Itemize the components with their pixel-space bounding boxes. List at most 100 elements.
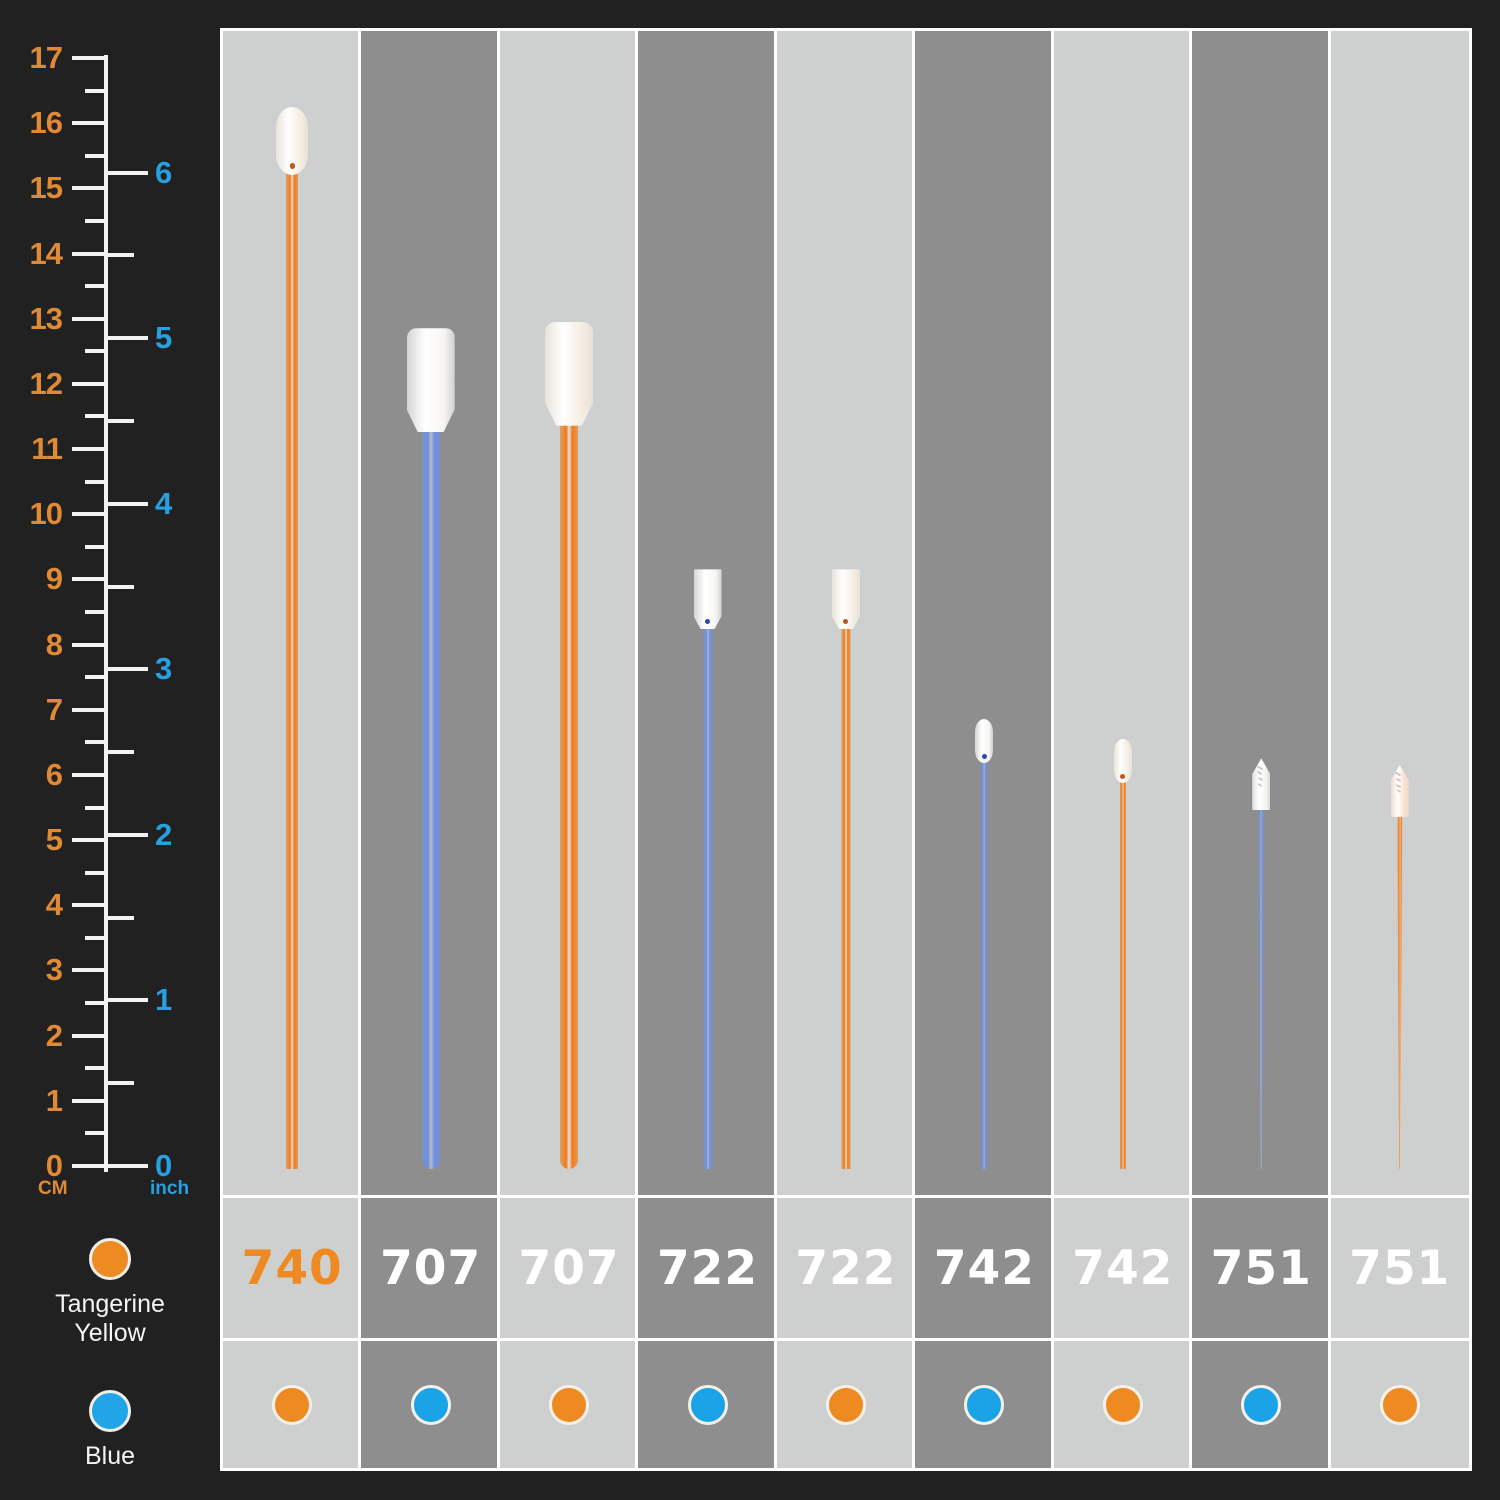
- swab-handle: [560, 415, 579, 1169]
- product-column-742-6[interactable]: 742: [1053, 31, 1193, 1468]
- model-number-742: 742: [1072, 1240, 1174, 1296]
- swab-742[interactable]: [1111, 738, 1135, 1169]
- ruler-tick-cm-half-10: [85, 479, 108, 484]
- handle-color-cell: [1331, 1341, 1469, 1468]
- product-column-751-7[interactable]: 751: [1192, 31, 1331, 1468]
- swab-image-cell: [638, 31, 777, 1198]
- swab-foam-tip: [406, 328, 455, 433]
- ruler-label-cm-5: 5: [45, 822, 63, 858]
- foam-tip-hole: [705, 619, 711, 624]
- model-number-cell: 751: [1192, 1198, 1331, 1341]
- ruler-label-inch-6: 6: [155, 154, 172, 190]
- swab-707[interactable]: [542, 321, 596, 1169]
- swab-740[interactable]: [273, 106, 311, 1169]
- swab-image-cell: [1192, 31, 1331, 1198]
- ruler-tick-cm-5: [72, 838, 108, 843]
- ruler-tick-cm-half-12: [85, 349, 108, 354]
- ruler-label-inch-2: 2: [155, 816, 172, 852]
- foam-tip-ridge: [1394, 771, 1402, 777]
- swab-722[interactable]: [829, 569, 863, 1169]
- ruler-tick-cm-half-15: [85, 153, 108, 158]
- foam-tip-hole: [843, 619, 849, 624]
- ruler-tick-cm-17: [72, 56, 108, 60]
- ruler-label-cm-17: 17: [29, 40, 63, 75]
- ruler-tick-cm-8: [72, 642, 108, 647]
- ruler-tick-cm-11: [72, 447, 108, 452]
- ruler-tick-cm-12: [72, 381, 108, 386]
- product-column-722-3[interactable]: 722: [638, 31, 777, 1468]
- legend-label-tangerine-yellow-line1: Tangerine: [55, 1290, 165, 1318]
- ruler-label-cm-10: 10: [29, 496, 63, 532]
- legend-label-tangerine-yellow-line2: Yellow: [74, 1318, 146, 1347]
- model-number-751: 751: [1210, 1240, 1312, 1296]
- ruler-tick-cm-2: [72, 1033, 108, 1038]
- swab-handle: [421, 422, 440, 1169]
- model-number-cell: 707: [361, 1198, 500, 1341]
- model-number-cell: 751: [1330, 1198, 1469, 1341]
- swab-707[interactable]: [404, 328, 458, 1169]
- swab-751[interactable]: [1249, 758, 1273, 1169]
- ruler-tick-inch-2: [104, 832, 148, 837]
- model-number-707: 707: [518, 1240, 620, 1296]
- product-column-740-0[interactable]: 740: [223, 31, 362, 1468]
- swab-image-cell: [499, 31, 639, 1198]
- handle-color-cell: [638, 1341, 776, 1468]
- swab-foam-tip: [276, 106, 309, 175]
- ruler-label-cm-6: 6: [45, 756, 63, 792]
- ruler-label-cm-7: 7: [45, 691, 63, 727]
- product-column-707-2[interactable]: 707: [499, 31, 639, 1468]
- ruler-label-cm-4: 4: [45, 887, 63, 923]
- foam-tip-ridge: [1256, 765, 1263, 771]
- ruler-label-cm-14: 14: [29, 235, 63, 271]
- model-number-722: 722: [795, 1240, 897, 1296]
- product-column-722-4[interactable]: 722: [776, 31, 916, 1468]
- ruler-label-cm-3: 3: [45, 952, 63, 988]
- legend-label-blue: Blue: [84, 1442, 136, 1470]
- swab-handle: [1119, 772, 1126, 1169]
- handle-color-cell: [223, 1341, 361, 1468]
- product-column-707-1[interactable]: 707: [361, 31, 500, 1468]
- ruler-tick-inch-half-4: [104, 419, 134, 424]
- swab-handle: [703, 619, 713, 1169]
- handle-color-cell: [1054, 1341, 1192, 1468]
- swab-foam-tip: [693, 569, 722, 630]
- ruler-tick-inch-half-2: [104, 750, 134, 755]
- model-number-cell: 742: [915, 1198, 1054, 1341]
- legend-item-blue: Blue: [0, 1390, 220, 1471]
- swab-751[interactable]: [1388, 764, 1412, 1169]
- ruler-tick-inch-1: [104, 998, 148, 1003]
- ruler-tick-cm-half-13: [85, 284, 108, 289]
- legend-color-swatch-blue: [89, 1390, 131, 1432]
- ruler-label-cm-16: 16: [29, 105, 63, 141]
- ruler-tick-cm-13: [72, 316, 108, 321]
- handle-color-cell: [1192, 1341, 1330, 1468]
- ruler-tick-cm-half-14: [85, 218, 108, 223]
- model-number-cell: 722: [776, 1198, 916, 1341]
- legend-item-tangerine-yellow: Tangerine Yellow: [0, 1238, 220, 1348]
- ruler-label-inch-0: 0: [155, 1148, 172, 1183]
- swab-722[interactable]: [691, 569, 725, 1169]
- ruler-label-cm-15: 15: [29, 170, 63, 206]
- swab-handle: [841, 619, 851, 1169]
- ruler-tick-cm-half-9: [85, 544, 108, 549]
- model-number-cell: 722: [638, 1198, 777, 1341]
- ruler-tick-inch-half-0: [104, 1081, 134, 1086]
- ruler-tick-cm-0: [72, 1164, 108, 1168]
- ruler-label-inch-5: 5: [155, 320, 172, 356]
- ruler-tick-inch-3: [104, 667, 148, 672]
- handle-color-dot-orange: [549, 1384, 590, 1425]
- ruler-tick-cm-7: [72, 707, 108, 712]
- ruler-tick-cm-16: [72, 121, 108, 126]
- ruler-label-inch-1: 1: [155, 982, 172, 1018]
- handle-color-dot-orange: [825, 1384, 866, 1425]
- swab-foam-tip: [975, 719, 994, 764]
- swab-742[interactable]: [972, 719, 996, 1169]
- product-column-751-8[interactable]: 751: [1330, 31, 1469, 1468]
- swab-foam-tip: [545, 321, 594, 426]
- swab-foam-tip: [1390, 764, 1409, 817]
- swab-handle: [286, 164, 299, 1169]
- product-column-742-5[interactable]: 742: [915, 31, 1054, 1468]
- swab-handle: [1397, 806, 1403, 1169]
- ruler-label-inch-4: 4: [155, 485, 172, 521]
